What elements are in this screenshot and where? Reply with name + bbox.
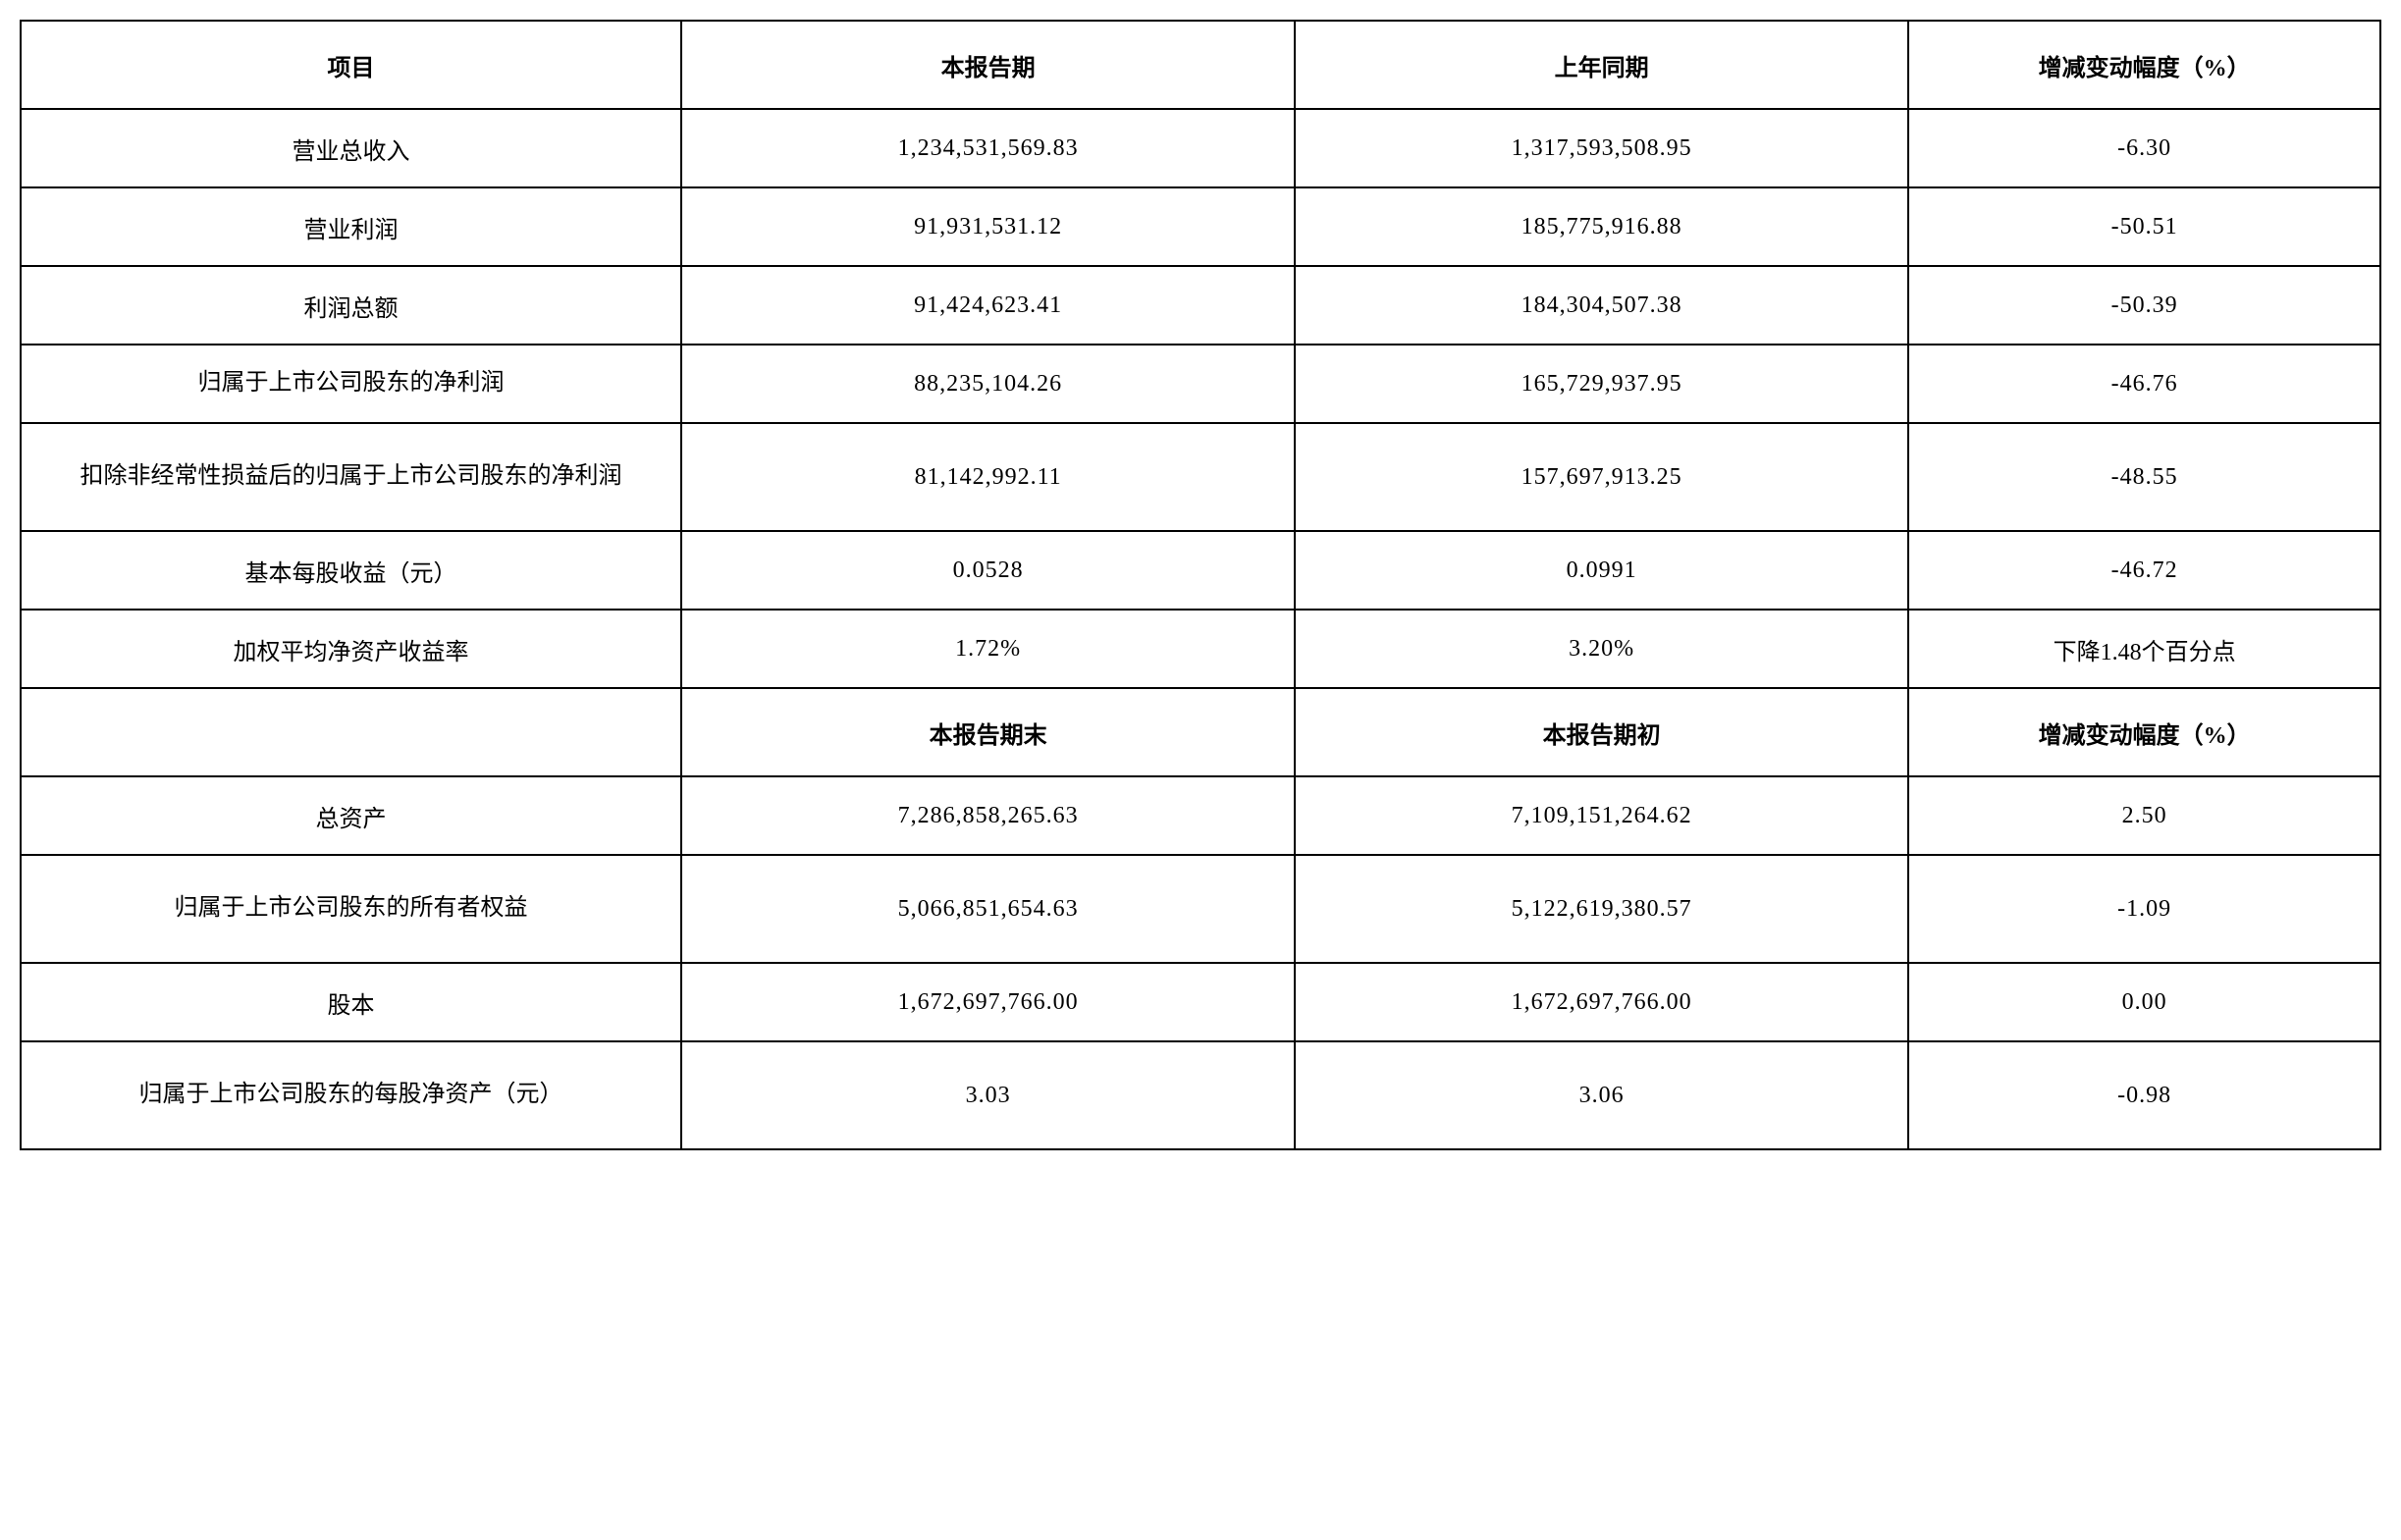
row-label: 营业利润	[21, 187, 681, 266]
row-label: 扣除非经常性损益后的归属于上市公司股东的净利润	[21, 423, 681, 531]
row-delta: -50.39	[1908, 266, 2380, 345]
row-previous: 185,775,916.88	[1295, 187, 1908, 266]
table-row: 营业利润 91,931,531.12 185,775,916.88 -50.51	[21, 187, 2380, 266]
row-current: 1,672,697,766.00	[681, 963, 1295, 1041]
row-delta: -1.09	[1908, 855, 2380, 963]
row-current: 1.72%	[681, 610, 1295, 688]
row-label: 加权平均净资产收益率	[21, 610, 681, 688]
row-label: 股本	[21, 963, 681, 1041]
row-delta: -0.98	[1908, 1041, 2380, 1149]
row-previous: 184,304,507.38	[1295, 266, 1908, 345]
row-current: 5,066,851,654.63	[681, 855, 1295, 963]
table-row: 营业总收入 1,234,531,569.83 1,317,593,508.95 …	[21, 109, 2380, 187]
financial-table: 项目 本报告期 上年同期 增减变动幅度（%） 营业总收入 1,234,531,5…	[20, 20, 2381, 1150]
row-previous: 3.06	[1295, 1041, 1908, 1149]
row-label: 归属于上市公司股东的净利润	[21, 345, 681, 423]
row-previous: 157,697,913.25	[1295, 423, 1908, 531]
row-label: 总资产	[21, 776, 681, 855]
table-row: 股本 1,672,697,766.00 1,672,697,766.00 0.0…	[21, 963, 2380, 1041]
row-previous: 1,317,593,508.95	[1295, 109, 1908, 187]
row-current: 91,424,623.41	[681, 266, 1295, 345]
table-row: 扣除非经常性损益后的归属于上市公司股东的净利润 81,142,992.11 15…	[21, 423, 2380, 531]
table-header-2: 本报告期末 本报告期初 增减变动幅度（%）	[21, 688, 2380, 776]
row-current: 81,142,992.11	[681, 423, 1295, 531]
header-cell-previous: 上年同期	[1295, 21, 1908, 109]
table-row: 归属于上市公司股东的所有者权益 5,066,851,654.63 5,122,6…	[21, 855, 2380, 963]
row-label: 利润总额	[21, 266, 681, 345]
table-header-1: 项目 本报告期 上年同期 增减变动幅度（%）	[21, 21, 2380, 109]
row-previous: 3.20%	[1295, 610, 1908, 688]
header-cell-delta: 增减变动幅度（%）	[1908, 688, 2380, 776]
table-row: 加权平均净资产收益率 1.72% 3.20% 下降1.48个百分点	[21, 610, 2380, 688]
row-delta: 0.00	[1908, 963, 2380, 1041]
row-previous: 1,672,697,766.00	[1295, 963, 1908, 1041]
row-current: 7,286,858,265.63	[681, 776, 1295, 855]
header-cell-delta: 增减变动幅度（%）	[1908, 21, 2380, 109]
header-cell-previous: 本报告期初	[1295, 688, 1908, 776]
header-cell-item	[21, 688, 681, 776]
header-cell-item: 项目	[21, 21, 681, 109]
header-cell-current: 本报告期	[681, 21, 1295, 109]
row-current: 88,235,104.26	[681, 345, 1295, 423]
table-row: 利润总额 91,424,623.41 184,304,507.38 -50.39	[21, 266, 2380, 345]
row-previous: 5,122,619,380.57	[1295, 855, 1908, 963]
row-label: 归属于上市公司股东的每股净资产（元）	[21, 1041, 681, 1149]
row-current: 3.03	[681, 1041, 1295, 1149]
header-cell-current: 本报告期末	[681, 688, 1295, 776]
row-current: 1,234,531,569.83	[681, 109, 1295, 187]
row-previous: 7,109,151,264.62	[1295, 776, 1908, 855]
table-row: 归属于上市公司股东的净利润 88,235,104.26 165,729,937.…	[21, 345, 2380, 423]
row-label: 基本每股收益（元）	[21, 531, 681, 610]
row-delta: -6.30	[1908, 109, 2380, 187]
row-delta: -48.55	[1908, 423, 2380, 531]
row-delta: 2.50	[1908, 776, 2380, 855]
row-delta: 下降1.48个百分点	[1908, 610, 2380, 688]
row-label: 归属于上市公司股东的所有者权益	[21, 855, 681, 963]
row-current: 0.0528	[681, 531, 1295, 610]
row-previous: 165,729,937.95	[1295, 345, 1908, 423]
table-row: 基本每股收益（元） 0.0528 0.0991 -46.72	[21, 531, 2380, 610]
row-delta: -46.76	[1908, 345, 2380, 423]
row-delta: -46.72	[1908, 531, 2380, 610]
row-previous: 0.0991	[1295, 531, 1908, 610]
row-label: 营业总收入	[21, 109, 681, 187]
table-row: 归属于上市公司股东的每股净资产（元） 3.03 3.06 -0.98	[21, 1041, 2380, 1149]
row-current: 91,931,531.12	[681, 187, 1295, 266]
row-delta: -50.51	[1908, 187, 2380, 266]
table-row: 总资产 7,286,858,265.63 7,109,151,264.62 2.…	[21, 776, 2380, 855]
